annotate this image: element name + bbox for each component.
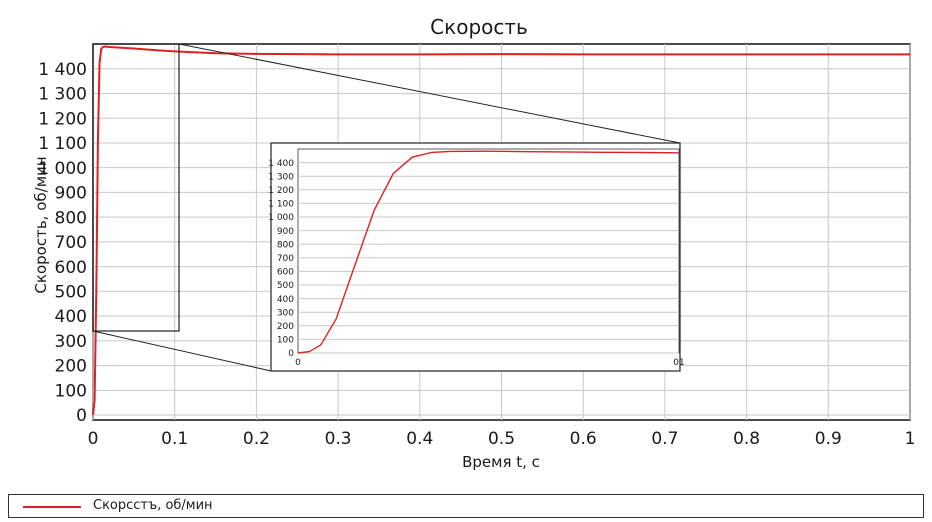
series-line: [92, 45, 910, 416]
legend-label: Скорсстъ, об/мин: [93, 498, 213, 513]
y-tick-label: 500: [277, 281, 294, 291]
y-tick-label: 500: [55, 282, 87, 302]
inset-series: [297, 150, 680, 354]
y-tick-label: 1 000: [38, 159, 87, 179]
inset-y-tick-labels: 0 100 200 300 400 500 600 700 800 900 1 000 1 100 1 …: [268, 159, 294, 359]
x-tick-label: 0: [295, 358, 301, 368]
y-tick-label: 700: [55, 233, 87, 253]
y-tick-label: 1 200: [268, 186, 294, 196]
chart-title: Скорость: [430, 15, 528, 39]
x-tick-label: 01: [673, 358, 684, 368]
y-tick-label: 400: [277, 295, 294, 305]
y-tick-label: 1 200: [38, 109, 87, 129]
main-x-tick-labels: 0 0.1 0.2 0.3 0.4 0.5 0.6 0.7 0.8 0.9 1: [88, 429, 916, 449]
x-tick-label: 0.9: [815, 429, 842, 449]
legend-swatch: [23, 506, 81, 508]
y-tick-label: 100: [277, 336, 294, 346]
x-tick-label: 0.2: [243, 429, 270, 449]
y-tick-label: 600: [55, 258, 87, 278]
x-tick-label: 0.1: [161, 429, 188, 449]
y-axis-label: Скорость, об/мин: [32, 156, 50, 293]
zoom-connector-top: [178, 43, 681, 144]
y-tick-label: 300: [277, 308, 294, 318]
main-y-tick-labels: 0 100 200 300 400 500 600 700 800 900 1 000 1 100 1 …: [38, 60, 87, 426]
y-tick-label: 200: [277, 322, 294, 332]
y-tick-label: 200: [55, 357, 87, 377]
y-tick-label: 300: [55, 332, 87, 352]
x-tick-label: 0.7: [651, 429, 678, 449]
inset-plot-area: [297, 148, 680, 354]
y-tick-label: 1 000: [268, 213, 294, 223]
inset-x-tick-labels: 0 01: [295, 358, 685, 368]
y-tick-label: 700: [277, 254, 294, 264]
y-tick-label: 600: [277, 268, 294, 278]
y-tick-label: 1 100: [268, 200, 294, 210]
y-tick-label: 1 400: [38, 60, 87, 80]
x-tick-label: 0.6: [570, 429, 597, 449]
x-tick-label: 1: [905, 429, 916, 449]
y-tick-label: 1 300: [268, 172, 294, 182]
y-tick-label: 1 400: [268, 159, 294, 169]
series-line: [297, 150, 680, 354]
x-tick-label: 0: [88, 429, 99, 449]
y-tick-label: 400: [55, 307, 87, 327]
inset-grid: [298, 162, 679, 354]
y-tick-label: 0: [76, 406, 87, 426]
main-series: [92, 45, 910, 416]
y-tick-label: 1 100: [38, 134, 87, 154]
x-tick-label: 0.8: [733, 429, 760, 449]
x-tick-label: 0.5: [488, 429, 515, 449]
y-tick-label: 800: [277, 240, 294, 250]
x-axis-label: Время t, с: [462, 453, 540, 471]
zoom-connector-bottom: [92, 330, 272, 372]
x-tick-label: 0.3: [325, 429, 352, 449]
y-tick-label: 900: [55, 184, 87, 204]
zoom-source-rect: [92, 43, 180, 332]
y-tick-label: 1 300: [38, 85, 87, 105]
y-tick-label: 800: [55, 208, 87, 228]
y-tick-label: 100: [55, 381, 87, 401]
y-tick-label: 0: [288, 349, 294, 359]
x-tick-label: 0.4: [406, 429, 433, 449]
zoom-callout: [92, 43, 681, 372]
legend: Скорсстъ, об/мин: [8, 494, 924, 518]
y-tick-label: 900: [277, 227, 294, 237]
